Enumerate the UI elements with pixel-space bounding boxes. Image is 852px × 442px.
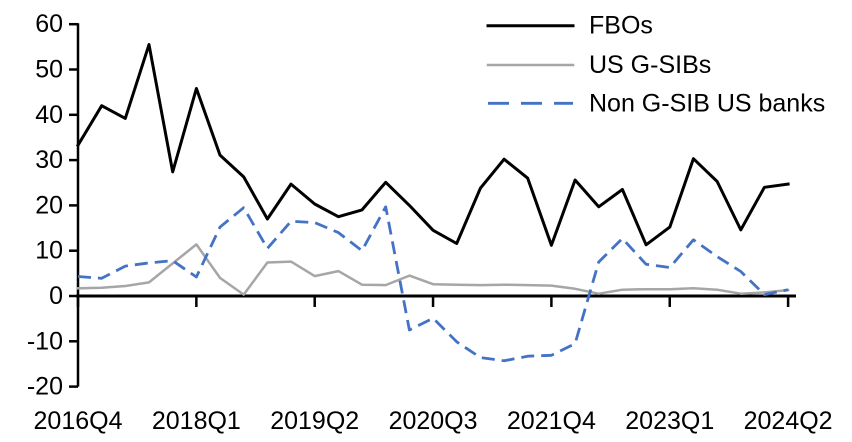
y-tick-label: -10 xyxy=(27,327,63,355)
x-tick-label: 2021Q4 xyxy=(507,407,596,435)
y-tick-label: 60 xyxy=(35,10,63,38)
y-tick-label: 20 xyxy=(35,191,63,219)
legend-label-2: US G-SIBs xyxy=(589,51,711,79)
legend-label-1: FBOs xyxy=(589,12,653,40)
x-tick-label: 2023Q1 xyxy=(625,407,714,435)
x-tick-label: 2020Q3 xyxy=(389,407,478,435)
y-tick-label: 0 xyxy=(49,282,63,310)
y-tick-label: 10 xyxy=(35,237,63,265)
non-g-sib-us-banks-line xyxy=(77,205,789,363)
y-tick-label: 50 xyxy=(35,56,63,84)
x-tick-label: 2019Q2 xyxy=(270,407,359,435)
y-tick-label: -20 xyxy=(27,373,63,401)
y-tick-label: 40 xyxy=(35,101,63,129)
legend-label-3: Non G-SIB US banks xyxy=(589,89,825,117)
y-tick-label: 30 xyxy=(35,146,63,174)
x-tick-label: 2016Q4 xyxy=(34,407,123,435)
x-tick-label: 2024Q2 xyxy=(744,407,833,435)
us-g-sibs-line xyxy=(76,243,790,296)
fbos-line xyxy=(75,43,790,247)
x-tick-label: 2018Q1 xyxy=(152,407,241,435)
